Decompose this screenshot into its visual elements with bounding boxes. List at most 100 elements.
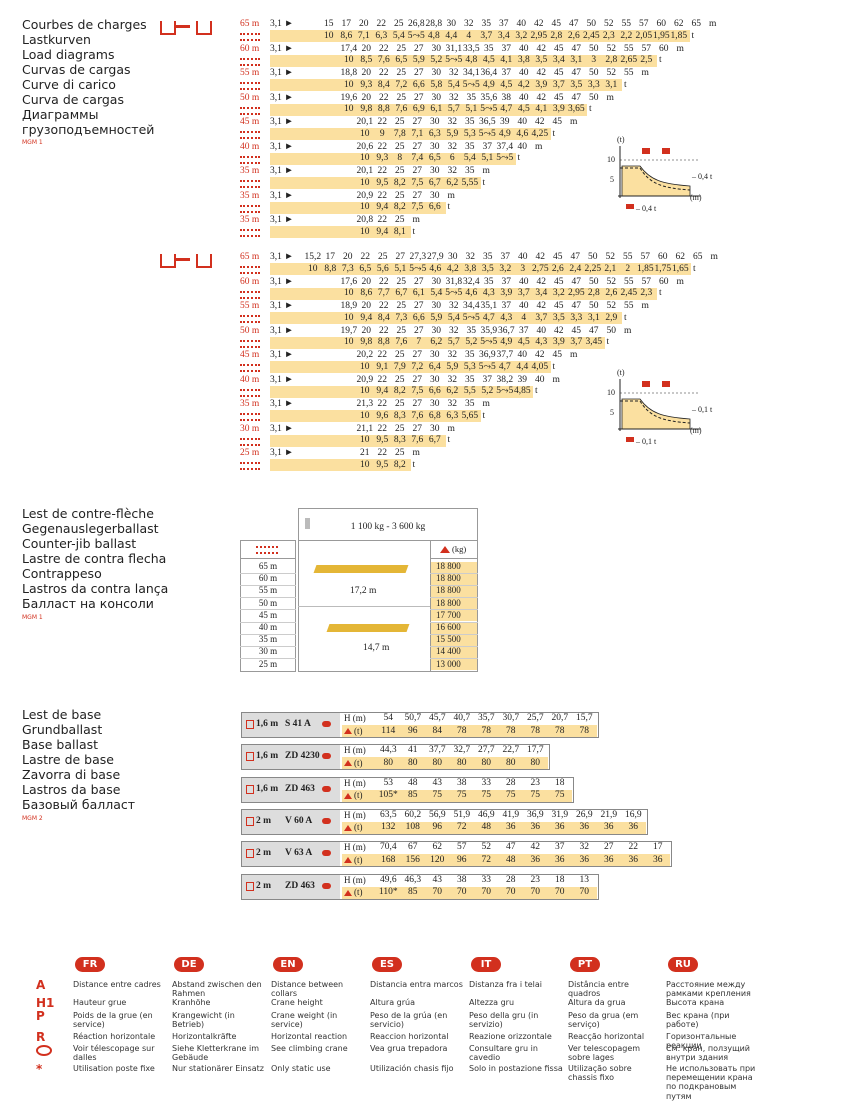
graph-area (621, 165, 691, 197)
unit-m: m (641, 68, 649, 78)
load: 3,2 (552, 288, 565, 298)
weight-icon (344, 857, 352, 864)
distance: 22 (377, 190, 388, 201)
load: 10 (344, 312, 354, 323)
distance: 37,7 (496, 350, 514, 360)
height: 23 (530, 874, 541, 885)
distance: 45 (551, 19, 562, 29)
weight: 96 (457, 854, 467, 865)
weight-band (342, 886, 597, 899)
height: 56,9 (428, 809, 446, 820)
load: 7,5 (411, 177, 424, 188)
distance: 39 (500, 117, 510, 127)
boom-icon (240, 266, 260, 274)
legend-text: See climbing crane (271, 1044, 348, 1053)
distance: 40 (536, 325, 547, 336)
boom-length: 40 m (240, 141, 260, 152)
load: 8,6 (340, 30, 353, 41)
distance: 30 (430, 350, 440, 360)
load: 6,3 (428, 128, 441, 139)
symbol: H1 (36, 996, 55, 1010)
distance: 25 (395, 166, 405, 176)
height: 27 (604, 842, 614, 853)
weight: 36 (604, 854, 614, 865)
load: 9,1 (376, 361, 389, 372)
load: 7,9 (393, 361, 406, 372)
distance: 50 (589, 43, 599, 54)
boom-icon (240, 364, 260, 372)
unit-t: t (624, 312, 627, 323)
unit-m: m (606, 92, 614, 103)
distance: 35 (483, 252, 493, 262)
load: 8,2 (393, 459, 406, 470)
distance: 45 (554, 276, 564, 287)
load: 9,5 (376, 177, 389, 188)
boom-length: 50 m (258, 597, 278, 608)
distance: 37 (501, 43, 512, 54)
load: 10 (360, 153, 370, 163)
load: 2,05 (635, 30, 653, 41)
language-badge: PT (570, 957, 600, 972)
graph-label: (m) (690, 193, 702, 202)
legend-text: Consultare gru in cavedio (469, 1044, 538, 1063)
load-band (270, 434, 446, 447)
height: 27,7 (477, 745, 495, 756)
unit-m: m (710, 252, 718, 262)
load-band (270, 459, 411, 471)
radius: 3,1 ► (270, 399, 294, 409)
distance: 60 (659, 43, 669, 54)
distance: 65 (691, 19, 702, 29)
load: 10 (360, 177, 370, 188)
model: ZD 463 (285, 880, 315, 891)
model: ZD 463 (285, 783, 315, 794)
legend-text: Voir télescopage sur dalles (73, 1044, 155, 1063)
ref: MGM 2 (22, 815, 43, 822)
height: 17,7 (526, 745, 544, 756)
symbol: * (36, 1062, 43, 1076)
load: 8,3 (393, 410, 406, 421)
weight: 48 (481, 822, 492, 833)
distance: 35 (484, 276, 494, 287)
load: 8,2 (393, 177, 406, 188)
distance: 30 (430, 117, 440, 127)
symbol: R (36, 1030, 46, 1044)
weight: 80 (457, 757, 467, 768)
load-band (270, 128, 551, 140)
distance: 57 (641, 43, 652, 54)
load: 5⤳5 (480, 337, 498, 347)
load: 5,2 (430, 55, 443, 65)
load-graph (618, 379, 700, 442)
load: 4,7 (482, 312, 495, 323)
load: 5⤳5 (445, 288, 463, 298)
distance: 27 (414, 325, 424, 336)
legend-text: Ver telescopagem sobre lages (568, 1044, 641, 1063)
row-line (430, 572, 478, 574)
distance: 37,4 (496, 141, 514, 152)
distance: 27 (412, 117, 423, 127)
graph-label: (t) (617, 368, 625, 377)
distance: 40 (517, 141, 528, 152)
weight: 75 (481, 790, 492, 801)
load: 9,3 (376, 153, 389, 163)
height: 36,9 (526, 809, 544, 820)
height: 18 (555, 874, 565, 885)
boom-length: 35 m (240, 399, 260, 409)
unit-m: m (535, 141, 543, 152)
title-line: Grundballast (22, 722, 103, 737)
frame-size: 1,6 m (256, 719, 279, 729)
distance: 42 (534, 19, 544, 29)
distance: 32 (447, 166, 458, 176)
load: 10 (360, 435, 370, 445)
load: 8,5 (360, 55, 373, 65)
ballast-icon (322, 882, 331, 889)
t-label: (t) (354, 790, 363, 801)
t-label: (t) (354, 757, 363, 768)
load: 4,1 (500, 55, 513, 65)
right-col (430, 540, 478, 672)
distance: 35,9 (480, 325, 498, 336)
distance: 25 (378, 252, 388, 262)
table-frame (241, 744, 550, 771)
boom-icon (240, 106, 260, 115)
distance: 37 (501, 301, 512, 311)
